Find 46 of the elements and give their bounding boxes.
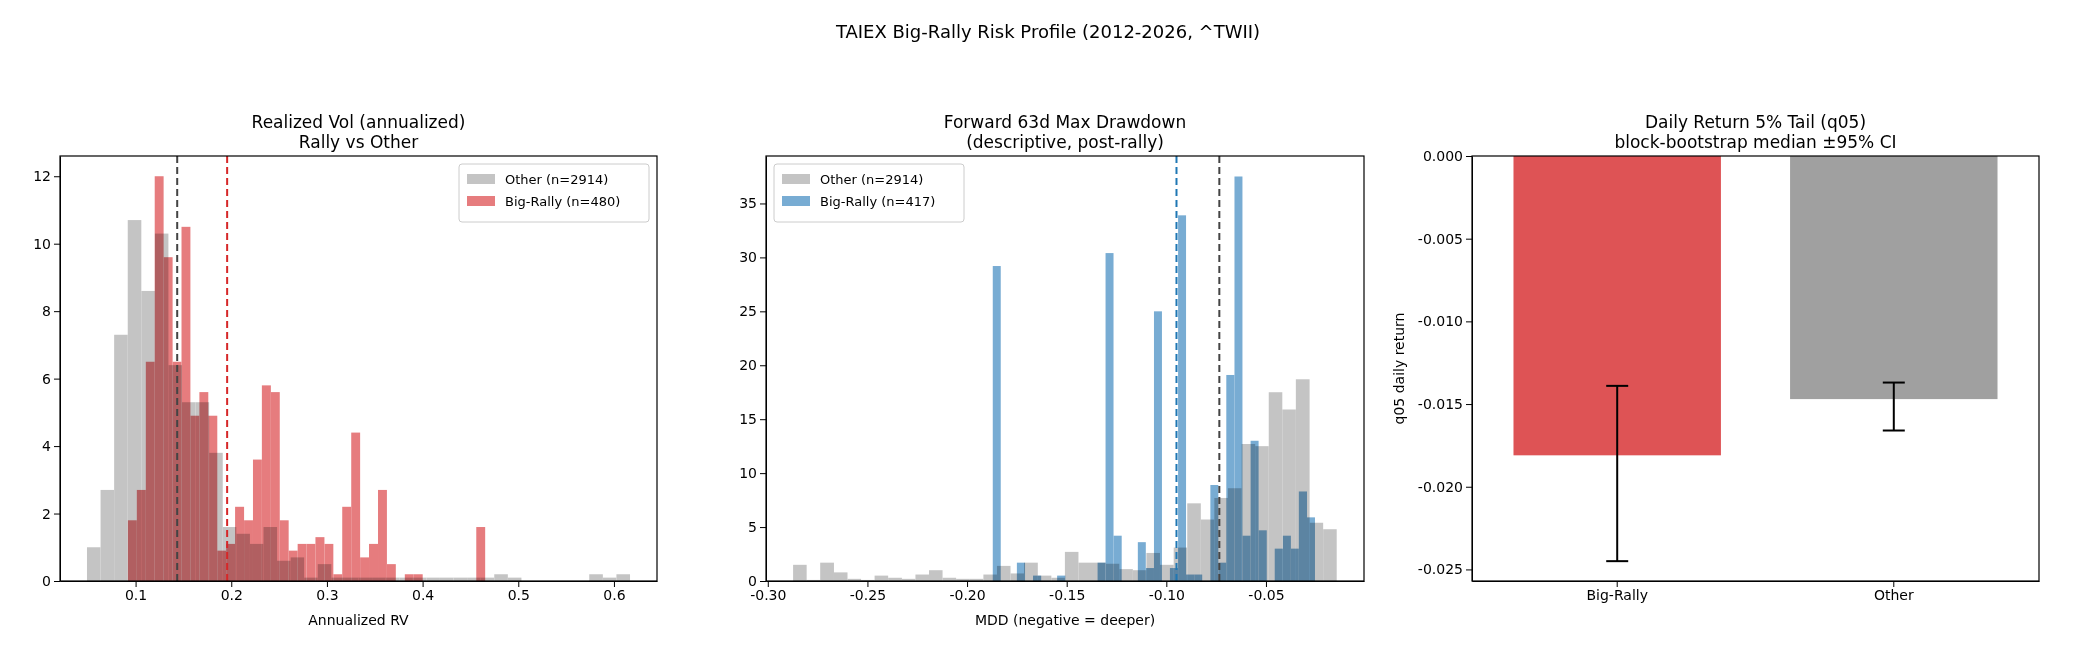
x-axis-title: MDD (negative = deeper) bbox=[974, 612, 1156, 628]
x-tick-label: Other bbox=[1873, 586, 1914, 603]
y-tick-label: -0.025 bbox=[1417, 561, 1463, 578]
y-tick-label: 20 bbox=[739, 357, 757, 374]
y-tick-label: 30 bbox=[739, 249, 757, 266]
chart-title: Forward 63d Max Drawdown (descriptive, post-rally) bbox=[943, 112, 1187, 152]
x-tick-label: -0.15 bbox=[1049, 586, 1086, 603]
y-tick-label: -0.005 bbox=[1417, 230, 1463, 247]
y-tick-label: 35 bbox=[739, 195, 757, 212]
y-axis-title: q05 daily return bbox=[1391, 312, 1407, 425]
y-tick-label: 10 bbox=[33, 235, 51, 252]
y-tick-label: 0 bbox=[42, 572, 51, 589]
legend-label: Other (n=2914) bbox=[820, 171, 924, 187]
x-tick-label: -0.20 bbox=[949, 586, 986, 603]
x-tick-label: 0.3 bbox=[316, 586, 339, 603]
x-tick-label: -0.30 bbox=[750, 586, 787, 603]
x-tick-label: 0.5 bbox=[507, 586, 530, 603]
y-tick-label: 0 bbox=[748, 572, 757, 589]
x-tick-label: 0.1 bbox=[124, 586, 148, 603]
y-tick-label: 6 bbox=[42, 370, 52, 387]
y-tick-label: -0.015 bbox=[1417, 396, 1463, 413]
y-tick-label: 4 bbox=[42, 438, 52, 455]
x-axis-title: Annualized RV bbox=[308, 612, 410, 628]
x-tick-label: 0.6 bbox=[603, 586, 626, 603]
y-tick-label: 2 bbox=[42, 505, 51, 522]
y-tick-label: 10 bbox=[739, 465, 757, 482]
y-tick-label: 25 bbox=[739, 303, 757, 320]
y-tick-label: 0.000 bbox=[1422, 147, 1463, 164]
legend-label: Big-Rally (n=417) bbox=[820, 193, 936, 209]
y-tick-label: 5 bbox=[748, 519, 757, 536]
x-tick-label: 0.4 bbox=[411, 586, 435, 603]
x-tick-label: -0.05 bbox=[1248, 586, 1285, 603]
chart-title: Daily Return 5% Tail (q05) block-bootstrap median ±95% CI bbox=[1614, 112, 1897, 152]
y-tick-label: 15 bbox=[739, 411, 757, 428]
y-tick-label: 12 bbox=[33, 168, 51, 185]
x-tick-label: -0.25 bbox=[849, 586, 887, 603]
text: TAIEX Big-Rally Risk Profile (2012-2026, ^TWII) bbox=[834, 21, 1261, 42]
y-tick-label: 8 bbox=[42, 303, 51, 320]
y-tick-label: -0.010 bbox=[1417, 313, 1463, 330]
x-tick-label: -0.10 bbox=[1148, 586, 1185, 603]
x-tick-label: Big-Rally bbox=[1586, 586, 1648, 603]
legend-label: Other (n=2914) bbox=[505, 171, 609, 187]
chart-title: Realized Vol (annualized) Rally vs Other bbox=[251, 112, 466, 152]
x-tick-label: 0.2 bbox=[220, 586, 243, 603]
y-tick-label: -0.020 bbox=[1417, 478, 1463, 495]
legend-label: Big-Rally (n=480) bbox=[505, 193, 621, 209]
